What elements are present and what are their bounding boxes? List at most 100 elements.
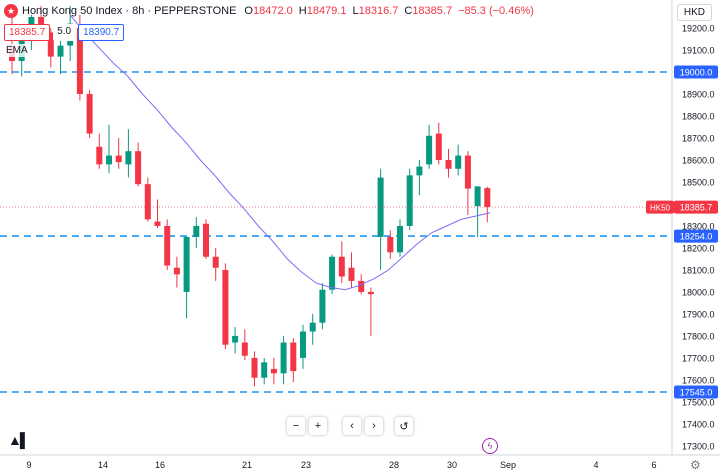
candle-body — [193, 225, 200, 237]
x-tick-label: 4 — [593, 460, 598, 470]
candle-body — [222, 269, 229, 345]
candle-body — [319, 289, 326, 323]
ohlc-close: C18385.7 — [404, 5, 453, 17]
candle-body — [435, 133, 442, 160]
horizontal-levels — [0, 71, 672, 393]
buy-button[interactable]: 18390.7 — [78, 24, 125, 41]
candle-body — [212, 256, 219, 268]
scroll-left-button[interactable]: ‹ — [343, 417, 361, 435]
candle-body — [309, 322, 316, 332]
candle-body — [135, 151, 142, 185]
reset-chart-button[interactable]: ↺ — [395, 417, 413, 435]
candle-body — [367, 291, 374, 295]
symbol-tag-label: HK50 — [650, 204, 671, 213]
symbol-title[interactable]: Hong Kong 50 Index · 8h · PEPPERSTONE — [22, 5, 237, 17]
currency-select[interactable]: HKD — [676, 4, 712, 21]
x-tick-label: 21 — [242, 460, 252, 470]
x-tick-label: 6 — [651, 460, 656, 470]
y-tick-label: 17900.0 — [682, 309, 715, 319]
candle-body — [358, 280, 365, 292]
candle-body — [329, 256, 336, 290]
last-price-tag-bg — [674, 200, 718, 214]
candle-body — [115, 155, 122, 163]
candle-body — [106, 155, 112, 165]
level-tag-bg — [674, 229, 718, 243]
tradingview-logo-icon: ▲▌ — [8, 432, 30, 448]
candle-body — [47, 32, 54, 57]
y-tick-label: 18600.0 — [682, 155, 715, 165]
candle-body — [86, 93, 93, 134]
candle-body — [261, 362, 268, 378]
candle-body — [144, 184, 151, 220]
ohlc-change: −85.3 (−0.46%) — [458, 5, 534, 17]
candle-body — [57, 45, 64, 57]
candle-body — [232, 335, 239, 343]
y-tick-label: 18100.0 — [682, 265, 715, 275]
x-tick-label: 30 — [447, 460, 457, 470]
ohlc-open: O18472.0 — [244, 5, 293, 17]
candles — [9, 6, 491, 387]
y-tick-label: 18300.0 — [682, 221, 715, 231]
x-tick-label: 14 — [98, 460, 108, 470]
y-tick-label: 18000.0 — [682, 287, 715, 297]
candle-body — [270, 368, 277, 374]
ema-line — [69, 14, 491, 291]
ema-legend[interactable]: EMA — [4, 44, 30, 57]
y-tick-label: 17700.0 — [682, 353, 715, 363]
y-tick-label: 17400.0 — [682, 419, 715, 429]
symbol-logo-icon: ★ — [4, 4, 18, 18]
x-tick-label: 23 — [301, 460, 311, 470]
candle-body — [484, 188, 491, 208]
candle-body — [154, 221, 161, 226]
chart-header: ★ Hong Kong 50 Index · 8h · PEPPERSTONE … — [0, 0, 540, 22]
level-tag-label: 17545.0 — [680, 388, 713, 398]
candle-body — [464, 155, 471, 189]
candle-body — [338, 256, 345, 277]
grid — [0, 0, 720, 456]
candle-body — [445, 159, 452, 169]
level-tag-bg — [674, 385, 718, 399]
ohlc-low: L18316.7 — [352, 5, 399, 17]
candle-body — [397, 225, 403, 253]
candle-body — [377, 177, 384, 237]
y-tick-label: 18700.0 — [682, 133, 715, 143]
zoom-out-button[interactable]: − — [287, 417, 305, 435]
y-tick-label: 17600.0 — [682, 375, 715, 385]
last-price-tag-label: 18385.7 — [680, 203, 713, 213]
candle-body — [203, 223, 209, 257]
candle-body — [173, 267, 180, 275]
y-tick-label: 18200.0 — [682, 243, 715, 253]
candle-body — [455, 155, 462, 169]
x-tick-label: 28 — [389, 460, 399, 470]
level-tag-bg — [674, 65, 718, 79]
gear-icon[interactable]: ⚙ — [690, 458, 701, 472]
candle-body — [290, 342, 297, 372]
candle-body — [474, 186, 481, 207]
candle-body — [387, 236, 394, 253]
y-tick-label: 18900.0 — [682, 89, 715, 99]
y-tick-label: 18800.0 — [682, 111, 715, 121]
time-axis: 9 14 16 21 23 28 30 Sep 4 6 — [26, 460, 656, 470]
candle-body — [251, 357, 258, 378]
ohlc-high: H18479.1 — [298, 5, 347, 17]
level-tag-label: 18254.0 — [680, 232, 713, 242]
candle-body — [280, 342, 287, 374]
candle-body — [164, 225, 171, 266]
y-tick-label: 17500.0 — [682, 397, 715, 407]
spread-value: 5.0 — [53, 24, 76, 41]
zoom-in-button[interactable]: + — [309, 417, 327, 435]
x-tick-label: Sep — [500, 460, 516, 470]
zoom-controls: − + ‹ › ↺ — [287, 417, 413, 435]
flash-icon[interactable]: ϟ — [482, 438, 498, 454]
y-tick-label: 17800.0 — [682, 331, 715, 341]
y-tick-label: 19100.0 — [682, 46, 715, 56]
x-tick-label: 16 — [155, 460, 165, 470]
scroll-right-button[interactable]: › — [365, 417, 383, 435]
candle-body — [76, 28, 83, 94]
price-tags: 19000.0 18254.0 17545.0 HK50 18385.7 — [646, 65, 718, 399]
candle-body — [406, 175, 413, 226]
sell-button[interactable]: 18385.7 — [4, 24, 51, 41]
candle-body — [241, 342, 248, 356]
y-tick-label: 18500.0 — [682, 177, 715, 187]
